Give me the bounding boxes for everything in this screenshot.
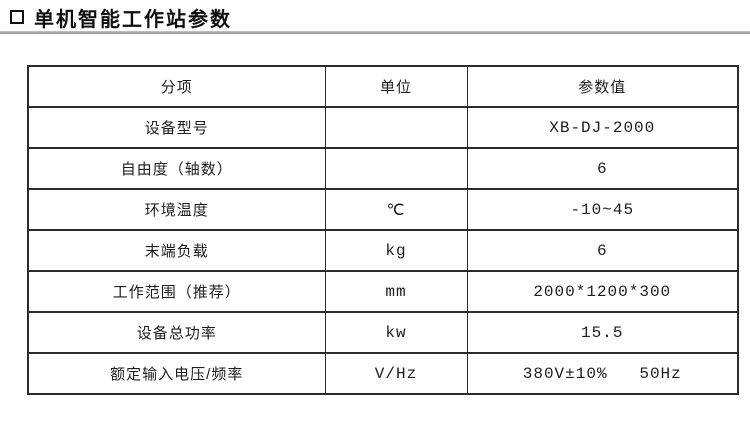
cell-value: 6 <box>466 147 739 190</box>
spec-table: 分项 单位 参数值 设备型号 XB-DJ-2000 自由度（轴数） 6 环境温度… <box>27 65 739 395</box>
cell-item: 设备总功率 <box>27 311 326 354</box>
page-header: 单机智能工作站参数 <box>0 0 750 31</box>
cell-value: 15.5 <box>466 311 739 354</box>
cell-item: 自由度（轴数） <box>27 147 326 190</box>
header-divider <box>0 31 750 34</box>
cell-unit: kg <box>324 229 468 272</box>
cell-unit: V/Hz <box>324 352 468 395</box>
table-row: 设备总功率 kw 15.5 <box>27 311 739 354</box>
page-title: 单机智能工作站参数 <box>34 8 232 31</box>
cell-item: 工作范围（推荐） <box>27 270 326 313</box>
cell-value: XB-DJ-2000 <box>466 106 739 149</box>
table-row: 设备型号 XB-DJ-2000 <box>27 106 739 149</box>
table-row: 末端负载 kg 6 <box>27 229 739 272</box>
cell-item: 末端负载 <box>27 229 326 272</box>
cell-unit <box>324 106 468 149</box>
table-row: 额定输入电压/频率 V/Hz 380V±10% 50Hz <box>27 352 739 395</box>
cell-value: -10~45 <box>466 188 739 231</box>
cell-unit: kw <box>324 311 468 354</box>
table-row: 自由度（轴数） 6 <box>27 147 739 190</box>
cell-item: 额定输入电压/频率 <box>27 352 326 395</box>
table-header-row: 分项 单位 参数值 <box>27 65 739 108</box>
col-header-unit: 单位 <box>324 65 468 108</box>
cell-value: 6 <box>466 229 739 272</box>
cell-item: 环境温度 <box>27 188 326 231</box>
cell-unit: ℃ <box>324 188 468 231</box>
cell-value: 2000*1200*300 <box>466 270 739 313</box>
cell-unit: mm <box>324 270 468 313</box>
cell-item: 设备型号 <box>27 106 326 149</box>
col-header-value: 参数值 <box>466 65 739 108</box>
cell-value: 380V±10% 50Hz <box>466 352 739 395</box>
white-square-icon <box>10 10 24 24</box>
cell-unit <box>324 147 468 190</box>
table-row: 环境温度 ℃ -10~45 <box>27 188 739 231</box>
table-row: 工作范围（推荐） mm 2000*1200*300 <box>27 270 739 313</box>
col-header-item: 分项 <box>27 65 326 108</box>
